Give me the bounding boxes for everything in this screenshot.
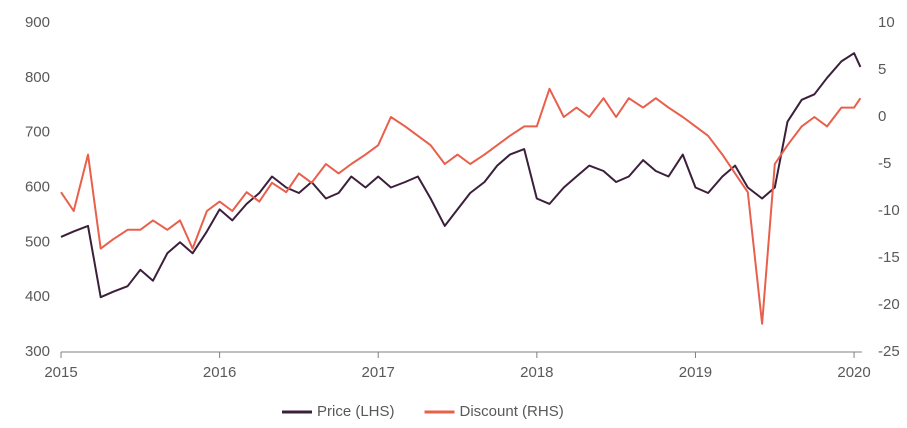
series-line: [60, 87, 862, 325]
x-tick-label: 2017: [362, 364, 395, 381]
y2-tick-label: 0: [878, 108, 886, 125]
y2-tick-label: -15: [878, 249, 900, 266]
legend-label: Discount (RHS): [460, 403, 564, 420]
x-tick-label: 2020: [837, 364, 870, 381]
x-tick-label: 2016: [203, 364, 236, 381]
y-tick-label: 900: [25, 14, 50, 31]
y-tick-label: 700: [25, 124, 50, 141]
legend-label: Price (LHS): [317, 403, 395, 420]
y-tick-label: 500: [25, 233, 50, 250]
y-tick-label: 300: [25, 343, 50, 360]
x-tick-label: 2018: [520, 364, 553, 381]
y2-tick-label: -10: [878, 202, 900, 219]
y2-tick-label: 10: [878, 14, 895, 31]
y2-tick-label: -20: [878, 296, 900, 313]
x-tick-label: 2015: [44, 364, 77, 381]
y-tick-label: 600: [25, 178, 50, 195]
y2-tick-label: -25: [878, 343, 900, 360]
series-line: [60, 52, 862, 299]
x-tick-label: 2019: [679, 364, 712, 381]
y-tick-label: 400: [25, 288, 50, 305]
y2-tick-label: 5: [878, 61, 886, 78]
y2-tick-label: -5: [878, 155, 891, 172]
y-tick-label: 800: [25, 69, 50, 86]
